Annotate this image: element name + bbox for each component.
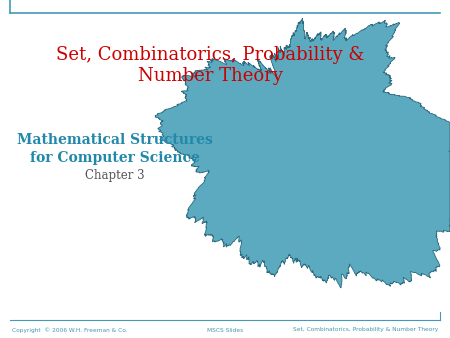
Text: Chapter 3: Chapter 3 [85,169,145,183]
Text: Set, Combinatorics, Probability & Number Theory: Set, Combinatorics, Probability & Number… [293,328,438,333]
Text: MSCS Slides: MSCS Slides [207,328,243,333]
Text: Mathematical Structures: Mathematical Structures [17,133,213,147]
Text: Copyright  © 2006 W.H. Freeman & Co.: Copyright © 2006 W.H. Freeman & Co. [12,327,128,333]
Text: for Computer Science: for Computer Science [30,151,200,165]
Polygon shape [155,18,450,288]
Text: Set, Combinatorics, Probability &: Set, Combinatorics, Probability & [56,46,364,64]
Text: Number Theory: Number Theory [138,67,283,85]
